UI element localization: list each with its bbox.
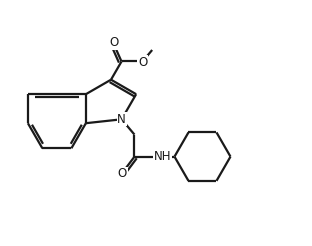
Text: O: O: [138, 56, 147, 69]
Text: N: N: [117, 113, 126, 126]
Text: O: O: [118, 167, 127, 180]
Text: O: O: [109, 36, 118, 49]
Text: NH: NH: [154, 150, 171, 163]
